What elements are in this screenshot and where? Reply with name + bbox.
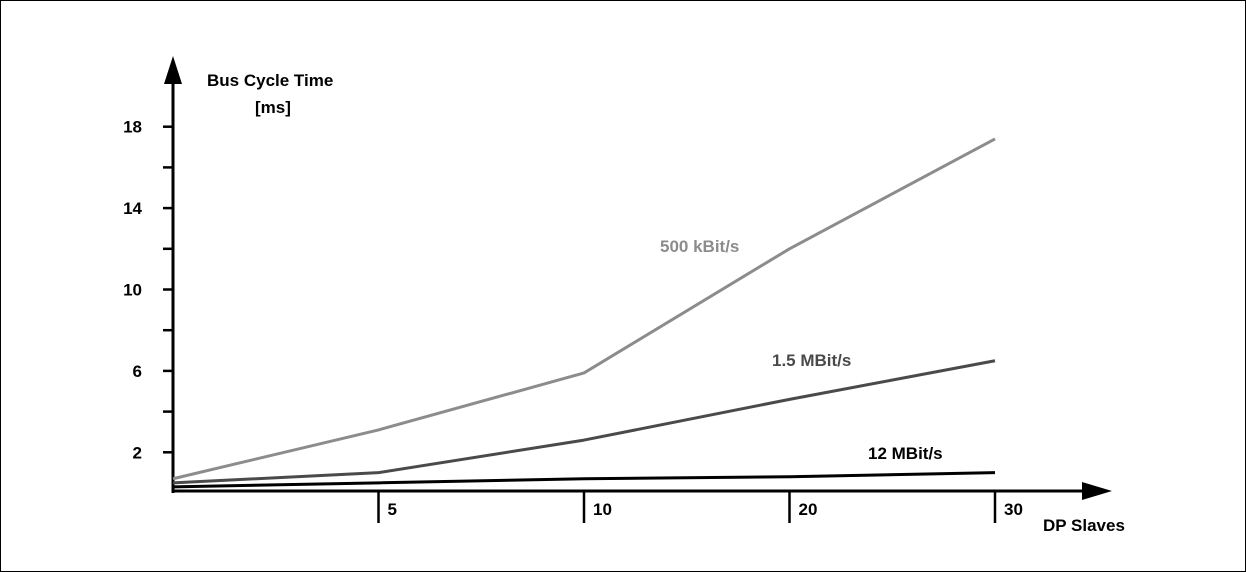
series-label: 1.5 MBit/s (772, 351, 851, 370)
y-tick-label: 2 (133, 443, 142, 462)
x-tick-label: 30 (1004, 500, 1023, 519)
series-label: 12 MBit/s (868, 444, 943, 463)
series-line (172, 359, 996, 485)
x-tick-label: 10 (593, 500, 612, 519)
y-tick-label: 6 (133, 362, 142, 381)
y-axis-label-line1: Bus Cycle Time (207, 71, 333, 90)
series-label: 500 kBit/s (660, 237, 739, 256)
series-line (172, 471, 996, 489)
y-axis-arrow (164, 56, 182, 84)
x-tick-label: 20 (799, 500, 818, 519)
x-tick-label: 5 (388, 500, 397, 519)
tick-group: 2 6 10 14 18 5 10 20 30 (123, 118, 1023, 523)
y-axis-label-line2: [ms] (255, 98, 291, 117)
x-axis-arrow (1082, 482, 1112, 500)
x-axis-label: DP Slaves (1043, 516, 1125, 535)
y-tick-label: 14 (123, 199, 142, 218)
series-group: 500 kBit/s 1.5 MBit/s 12 MBit/s (172, 137, 996, 489)
y-tick-label: 10 (123, 281, 142, 300)
series-line (172, 137, 996, 481)
y-tick-label: 18 (123, 118, 142, 137)
